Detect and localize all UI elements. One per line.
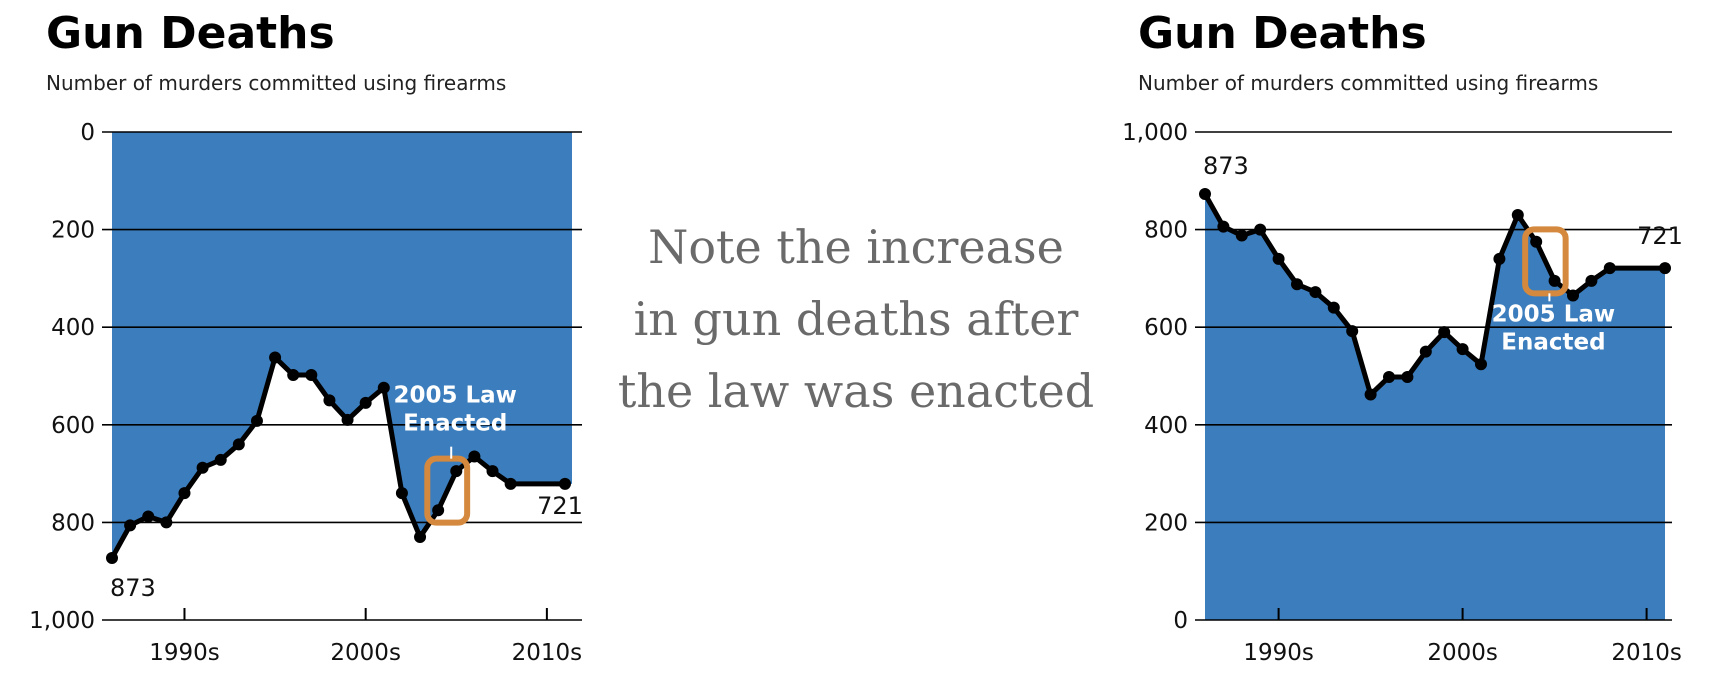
note-line-1: Note the increase [648, 220, 1064, 274]
right-data-point [1493, 252, 1506, 265]
right-data-label: 873 [1203, 152, 1249, 180]
left-data-point [414, 531, 427, 544]
note-line-3: the law was enacted [618, 364, 1094, 418]
left-x-tick-label: 2010s [512, 640, 583, 666]
right-data-point [1327, 301, 1340, 314]
left-data-point [305, 369, 318, 382]
right-law-highlight-box [1522, 226, 1569, 297]
left-plot-area: 0 200 400 600 800 1,000 1990s 2000s 2010s 873 721 2… [29, 120, 583, 666]
left-annotation-text: 2005 Law [393, 383, 516, 409]
right-chart-title: Gun Deaths [1138, 8, 1427, 59]
left-data-point [287, 369, 300, 382]
right-data-point [1585, 274, 1598, 287]
left-data-point [196, 461, 209, 474]
right-data-point [1456, 343, 1469, 356]
right-data-point [1235, 229, 1248, 242]
right-y-tick-label: 200 [1144, 510, 1188, 536]
left-chart-title: Gun Deaths [46, 8, 335, 59]
right-data-point [1659, 262, 1671, 275]
left-data-point [395, 487, 408, 500]
right-x-tick-label: 2000s [1427, 640, 1498, 666]
left-data-point [160, 516, 173, 529]
left-data-point [559, 477, 571, 490]
right-data-point [1309, 286, 1322, 299]
center-note: Note the increase in gun deaths after th… [618, 220, 1094, 418]
left-x-tick-label: 1990s [149, 640, 220, 666]
right-data-point [1475, 358, 1487, 371]
right-data-point [1364, 388, 1377, 401]
left-data-point [450, 465, 463, 478]
left-x-tick-label: 2000s [330, 640, 401, 666]
right-y-tick-label: 1,000 [1122, 120, 1188, 146]
right-y-tick-label: 600 [1144, 315, 1188, 341]
left-data-point [432, 504, 445, 517]
left-data-point [269, 351, 282, 364]
right-data-point [1383, 370, 1395, 383]
left-law-highlight-box [424, 455, 471, 526]
right-y-tick-label: 400 [1144, 413, 1188, 439]
right-data-point [1530, 235, 1543, 248]
right-data-point [1199, 187, 1211, 200]
left-data-point [124, 519, 137, 532]
left-y-tick-label: 600 [51, 413, 95, 439]
left-data-point [359, 396, 372, 409]
right-data-point [1272, 252, 1285, 265]
right-x-tick-label: 2010s [1611, 640, 1682, 666]
left-data-point [178, 487, 191, 500]
right-data-point [1419, 345, 1432, 358]
right-y-tick-label: 800 [1144, 218, 1188, 244]
left-data-point [468, 450, 481, 463]
left-y-tick-label: 800 [51, 510, 95, 536]
left-data-point [214, 453, 227, 466]
left-data-point [106, 552, 118, 565]
left-data-point [250, 414, 263, 427]
left-data-label: 873 [110, 574, 156, 602]
left-chart: Gun Deaths Number of murders committed u… [29, 8, 583, 666]
right-x-tick-label: 1990s [1243, 640, 1314, 666]
left-data-point [486, 465, 499, 478]
note-line-2: in gun deaths after [634, 292, 1079, 346]
right-data-point [1254, 223, 1267, 236]
right-data-point [1511, 208, 1524, 221]
left-data-point [504, 477, 517, 490]
left-chart-subtitle: Number of murders committed using firear… [46, 71, 506, 95]
left-y-tick-label: 1,000 [29, 608, 95, 634]
right-y-tick-label: 0 [1173, 608, 1188, 634]
left-data-label: 721 [537, 492, 583, 520]
left-data-point [232, 438, 245, 451]
right-data-point [1438, 326, 1451, 339]
left-data-point [323, 394, 336, 407]
right-chart: Gun Deaths Number of murders committed u… [1122, 8, 1683, 666]
left-annotation-text: Enacted [403, 411, 507, 437]
right-data-point [1291, 278, 1303, 291]
left-data-point [377, 381, 390, 394]
right-data-point [1548, 274, 1561, 287]
right-data-point [1401, 370, 1414, 383]
right-data-point [1567, 289, 1579, 302]
left-data-point [341, 413, 354, 426]
left-y-tick-label: 0 [80, 120, 95, 146]
right-chart-subtitle: Number of murders committed using firear… [1138, 71, 1598, 95]
right-annotation-text: 2005 Law [1492, 301, 1615, 327]
right-data-point [1217, 220, 1230, 233]
right-plot-area: 0 200 400 600 800 1,000 1990s 2000s 2010s 873 721 2… [1122, 120, 1683, 666]
right-data-point [1603, 262, 1616, 275]
left-data-point [142, 510, 155, 523]
left-y-tick-label: 400 [51, 315, 95, 341]
right-data-point [1346, 325, 1359, 338]
right-data-label: 721 [1637, 222, 1683, 250]
right-annotation-text: Enacted [1501, 329, 1605, 355]
left-y-tick-label: 200 [51, 218, 95, 244]
